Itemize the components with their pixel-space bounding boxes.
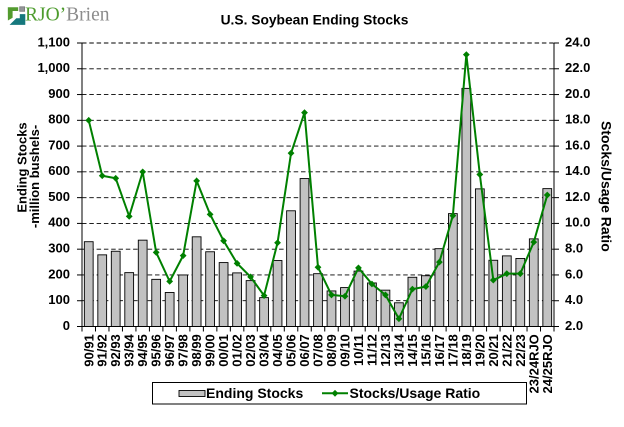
svg-text:100: 100	[48, 292, 70, 307]
svg-text:97/98: 97/98	[176, 334, 191, 367]
svg-text:8.0: 8.0	[565, 240, 583, 255]
svg-text:22/23: 22/23	[513, 334, 528, 367]
svg-text:08/09: 08/09	[324, 334, 339, 367]
svg-text:21/22: 21/22	[499, 334, 514, 367]
svg-text:20.0: 20.0	[565, 86, 590, 101]
svg-text:07/08: 07/08	[311, 334, 326, 367]
svg-text:-million bushels-: -million bushels-	[27, 125, 42, 228]
svg-text:15/16: 15/16	[418, 334, 433, 367]
svg-text:700: 700	[48, 137, 70, 152]
svg-text:Stocks/Usage Ratio: Stocks/Usage Ratio	[599, 121, 615, 252]
svg-text:98/99: 98/99	[189, 334, 204, 367]
svg-text:12.0: 12.0	[565, 189, 590, 204]
svg-text:RJO’Brien: RJO’Brien	[25, 5, 110, 26]
svg-text:Ending Stocks: Ending Stocks	[15, 122, 30, 212]
svg-text:600: 600	[48, 163, 70, 178]
svg-text:200: 200	[48, 266, 70, 281]
svg-text:99/00: 99/00	[203, 334, 218, 367]
svg-text:18.0: 18.0	[565, 112, 590, 127]
svg-text:91/92: 91/92	[95, 334, 110, 367]
svg-text:95/96: 95/96	[149, 334, 164, 367]
svg-text:01/02: 01/02	[230, 334, 245, 367]
svg-text:19/20: 19/20	[472, 334, 487, 367]
svg-text:09/10: 09/10	[337, 334, 352, 367]
svg-text:90/91: 90/91	[81, 334, 96, 367]
svg-text:02/03: 02/03	[243, 334, 258, 367]
svg-text:Stocks/Usage Ratio: Stocks/Usage Ratio	[350, 385, 481, 401]
svg-text:93/94: 93/94	[122, 333, 137, 366]
svg-text:00/01: 00/01	[216, 334, 231, 367]
svg-text:16.0: 16.0	[565, 137, 590, 152]
svg-text:12/13: 12/13	[378, 334, 393, 367]
svg-text:13/14: 13/14	[391, 333, 406, 366]
svg-text:14/15: 14/15	[405, 334, 420, 367]
svg-text:96/97: 96/97	[162, 334, 177, 367]
svg-text:94/95: 94/95	[135, 334, 150, 367]
svg-text:400: 400	[48, 215, 70, 230]
svg-text:10/11: 10/11	[351, 334, 366, 366]
svg-text:4.0: 4.0	[565, 292, 583, 307]
svg-text:Ending Stocks: Ending Stocks	[206, 385, 303, 401]
svg-text:18/19: 18/19	[459, 334, 474, 367]
svg-text:900: 900	[48, 86, 70, 101]
svg-text:6.0: 6.0	[565, 266, 583, 281]
svg-text:17/18: 17/18	[445, 334, 460, 367]
svg-text:05/06: 05/06	[284, 334, 299, 367]
svg-text:0: 0	[63, 318, 70, 333]
svg-text:24.0: 24.0	[565, 34, 590, 49]
svg-text:24/25RJO: 24/25RJO	[540, 334, 555, 393]
svg-text:11/12: 11/12	[364, 334, 379, 366]
svg-text:10.0: 10.0	[565, 215, 590, 230]
svg-text:U.S. Soybean Ending Stocks: U.S. Soybean Ending Stocks	[221, 13, 409, 28]
svg-text:2.0: 2.0	[565, 318, 583, 333]
svg-text:03/04: 03/04	[257, 333, 272, 366]
svg-text:04/05: 04/05	[270, 334, 285, 367]
svg-text:500: 500	[48, 189, 70, 204]
svg-text:92/93: 92/93	[108, 334, 123, 367]
svg-text:1,100: 1,100	[37, 34, 70, 49]
svg-text:22.0: 22.0	[565, 60, 590, 75]
svg-text:16/17: 16/17	[432, 334, 447, 367]
svg-text:06/07: 06/07	[297, 334, 312, 367]
svg-text:20/21: 20/21	[486, 334, 501, 367]
svg-text:800: 800	[48, 112, 70, 127]
svg-text:1,000: 1,000	[37, 60, 70, 75]
svg-text:14.0: 14.0	[565, 163, 590, 178]
svg-text:300: 300	[48, 240, 70, 255]
svg-text:23/24RJO: 23/24RJO	[526, 334, 541, 393]
